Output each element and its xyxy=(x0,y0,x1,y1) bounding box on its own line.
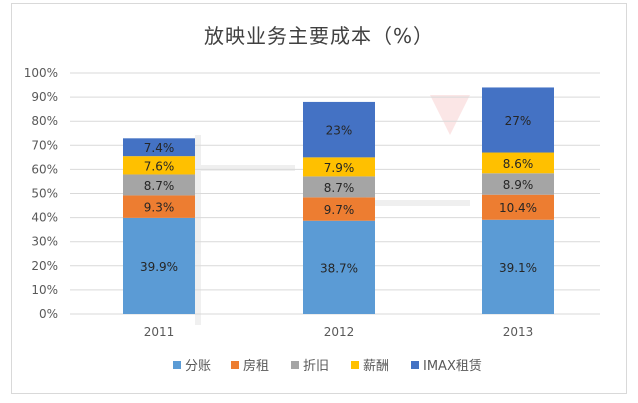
x-tick-label: 2011 xyxy=(144,325,175,339)
legend: 分账 房租 折旧 薪酬 IMAX租赁 xyxy=(173,358,482,374)
data-label: 39.9% xyxy=(140,260,178,274)
data-label: 7.9% xyxy=(324,161,355,175)
legend-label: IMAX租赁 xyxy=(423,359,482,374)
legend-swatch xyxy=(291,361,299,369)
legend-swatch xyxy=(173,361,181,369)
data-label: 23% xyxy=(326,124,353,138)
data-label: 8.7% xyxy=(144,179,175,193)
bar-segment xyxy=(482,194,554,220)
data-label: 8.7% xyxy=(324,181,355,195)
y-tick-label: 80% xyxy=(31,114,58,128)
bar-segment xyxy=(482,173,554,195)
bar-segment xyxy=(482,219,554,314)
bars: 39.9% 9.3% 8.7% 7.6% 7.4% 38.7% 9.7% 8.7% 7.9% 23… xyxy=(123,87,554,314)
y-tick-label: 40% xyxy=(31,211,58,225)
y-tick-label: 30% xyxy=(31,235,58,249)
y-tick-label: 20% xyxy=(31,259,58,273)
data-label: 27% xyxy=(505,114,532,128)
data-label: 10.4% xyxy=(499,201,537,215)
bar-segment xyxy=(123,156,195,175)
legend-swatch xyxy=(351,361,359,369)
data-label: 7.6% xyxy=(144,159,175,173)
data-label: 38.7% xyxy=(320,261,358,275)
bar-segment xyxy=(123,174,195,196)
bar-segment xyxy=(303,197,375,221)
y-tick-label: 90% xyxy=(31,90,58,104)
bar-segment xyxy=(303,157,375,177)
data-label: 7.4% xyxy=(144,141,175,155)
x-tick-label: 2013 xyxy=(503,325,534,339)
bar-segment xyxy=(482,152,554,174)
bar-segment xyxy=(303,176,375,198)
y-tick-label: 50% xyxy=(31,187,58,201)
legend-swatch xyxy=(231,361,239,369)
y-tick-label: 100% xyxy=(24,66,58,80)
bar-segment xyxy=(482,87,554,153)
data-label: 9.7% xyxy=(324,203,355,217)
legend-label: 分账 xyxy=(185,359,211,374)
chart-title: 放映业务主要成本（%） xyxy=(203,24,434,48)
bar-segment xyxy=(123,217,195,314)
legend-label: 薪酬 xyxy=(363,359,389,374)
data-label: 9.3% xyxy=(144,201,175,215)
legend-label: 折旧 xyxy=(303,359,329,374)
data-label: 8.9% xyxy=(503,178,534,192)
legend-swatch xyxy=(411,361,419,369)
y-tick-label: 0% xyxy=(39,307,58,321)
data-label: 8.6% xyxy=(503,157,534,171)
x-axis-ticks: 2011 2012 2013 xyxy=(144,325,534,339)
bar-segment xyxy=(123,195,195,218)
bar-segment xyxy=(303,220,375,314)
x-tick-label: 2012 xyxy=(324,325,355,339)
data-label: 39.1% xyxy=(499,261,537,275)
bar-segment xyxy=(123,138,195,157)
y-tick-label: 60% xyxy=(31,162,58,176)
y-tick-label: 10% xyxy=(31,283,58,297)
bar-segment xyxy=(303,101,375,158)
y-axis-ticks: 0% 10% 20% 30% 40% 50% 60% 70% 80% 90% 100% xyxy=(24,66,58,321)
y-tick-label: 70% xyxy=(31,138,58,152)
legend-label: 房租 xyxy=(243,358,269,374)
